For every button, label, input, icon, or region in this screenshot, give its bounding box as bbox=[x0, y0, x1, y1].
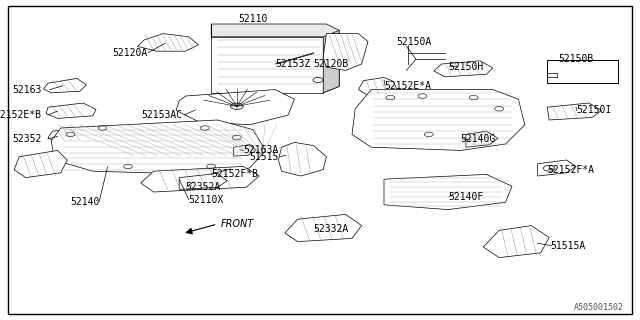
Text: 52152F*A: 52152F*A bbox=[547, 164, 594, 175]
Text: 52140: 52140 bbox=[70, 196, 99, 207]
Text: 52332A: 52332A bbox=[314, 224, 349, 234]
Text: 51515A: 51515A bbox=[550, 241, 586, 252]
Polygon shape bbox=[211, 24, 339, 93]
Text: 52163A: 52163A bbox=[243, 145, 278, 156]
Text: 52152E*A: 52152E*A bbox=[384, 81, 431, 92]
Text: 52150H: 52150H bbox=[448, 62, 483, 72]
Text: 52152E*B: 52152E*B bbox=[0, 110, 42, 120]
Text: 52150I: 52150I bbox=[576, 105, 611, 116]
Bar bbox=[547, 60, 618, 83]
Polygon shape bbox=[234, 145, 256, 156]
Text: 52163: 52163 bbox=[12, 84, 42, 95]
Text: 52153Z: 52153Z bbox=[275, 59, 310, 69]
Polygon shape bbox=[51, 120, 266, 174]
Text: 52153AC: 52153AC bbox=[141, 110, 182, 120]
Polygon shape bbox=[483, 226, 549, 258]
Text: 51515: 51515 bbox=[249, 152, 278, 162]
Text: 52352A: 52352A bbox=[186, 182, 221, 192]
Polygon shape bbox=[323, 30, 339, 93]
Polygon shape bbox=[352, 90, 525, 150]
Text: A505001502: A505001502 bbox=[574, 303, 624, 312]
Text: 52120B: 52120B bbox=[314, 59, 349, 69]
Polygon shape bbox=[14, 150, 67, 178]
Text: 52140G: 52140G bbox=[461, 134, 496, 144]
Text: 52140F: 52140F bbox=[448, 192, 483, 202]
Text: 52110X: 52110X bbox=[189, 195, 224, 205]
Text: FRONT: FRONT bbox=[221, 219, 254, 229]
Polygon shape bbox=[547, 103, 602, 120]
Polygon shape bbox=[46, 103, 96, 118]
Polygon shape bbox=[176, 90, 294, 125]
Text: 52110: 52110 bbox=[238, 14, 268, 24]
Polygon shape bbox=[211, 24, 323, 93]
Text: 52150B: 52150B bbox=[558, 54, 594, 64]
Polygon shape bbox=[179, 173, 227, 189]
Polygon shape bbox=[278, 142, 326, 176]
Polygon shape bbox=[466, 131, 498, 147]
Polygon shape bbox=[44, 78, 86, 93]
Polygon shape bbox=[285, 214, 362, 242]
Text: 52120A: 52120A bbox=[112, 48, 147, 58]
Polygon shape bbox=[538, 160, 576, 176]
Polygon shape bbox=[138, 34, 198, 51]
Text: 52352: 52352 bbox=[12, 134, 42, 144]
Polygon shape bbox=[358, 77, 397, 97]
Text: 52150A: 52150A bbox=[397, 36, 432, 47]
Polygon shape bbox=[384, 174, 512, 210]
Polygon shape bbox=[141, 166, 259, 192]
Text: 52152F*B: 52152F*B bbox=[211, 169, 258, 180]
Polygon shape bbox=[434, 61, 493, 77]
Polygon shape bbox=[48, 127, 93, 142]
Polygon shape bbox=[323, 34, 368, 70]
